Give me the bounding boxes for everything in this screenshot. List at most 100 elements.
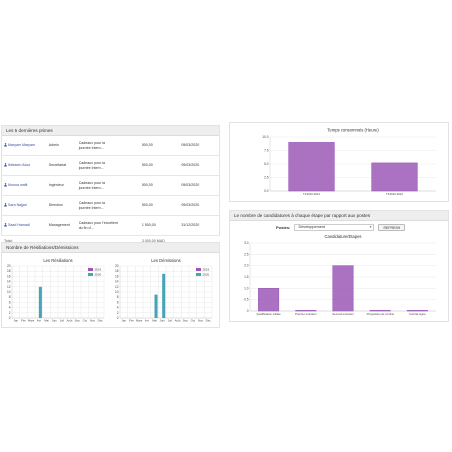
x-tick-label: Avr — [145, 319, 149, 323]
description-line: journée intern... — [78, 185, 104, 190]
user-icon — [4, 163, 7, 167]
chart-title: Les Résiliations — [43, 258, 72, 263]
y-tick-label: 2.0 — [244, 264, 249, 268]
bar — [295, 310, 317, 312]
y-tick-label: 8 — [9, 295, 11, 299]
x-tick-label: Contrat signé — [409, 312, 426, 316]
description-line: Cadeaux pour l'excellent — [78, 221, 118, 226]
chevron-down-icon: ▾ — [369, 225, 372, 229]
y-tick-label: 0.0 — [264, 189, 269, 193]
x-tick-label: Déc — [206, 319, 212, 323]
prime-employee-cell[interactable]: Saad Hamadi — [2, 215, 47, 236]
x-tick-label: Sep — [183, 319, 188, 323]
x-tick-label: Avr — [37, 319, 41, 323]
y-tick-label: 4 — [117, 306, 119, 310]
prime-description: Cadeaux pour la journée intern... — [76, 175, 140, 196]
employee-link[interactable]: Saad Hamadi — [4, 223, 30, 227]
employee-link[interactable]: Maryam Maryam — [4, 143, 35, 147]
y-tick-label: 0 — [247, 309, 249, 313]
prime-description: Cadeaux pour l'excellent du fin d'... — [76, 215, 140, 236]
prime-date: 09/03/2020 — [179, 175, 219, 196]
prime-employee-cell[interactable]: Mouna wafit — [2, 175, 47, 196]
employee-name: Saad Hamadi — [8, 223, 30, 228]
employee-name: Ibtissem Aloui — [8, 163, 31, 168]
bar — [258, 288, 280, 312]
prime-date: 31/12/2020 — [179, 215, 219, 236]
prime-date: 09/03/2020 — [179, 136, 219, 156]
x-tick-label: TK1910-0012 — [386, 192, 403, 196]
prime-amount: 500,00 — [139, 175, 180, 196]
x-tick-label: Mai — [152, 319, 157, 323]
legend-swatch — [88, 273, 93, 276]
chart-title: Candidature/Etapes — [324, 234, 361, 239]
legend-swatch — [88, 268, 93, 271]
y-tick-label: 8 — [117, 295, 119, 299]
y-tick-label: 3.0 — [244, 241, 249, 245]
candidates-panel-title: Le nombre de candidatures à chaque étape… — [230, 211, 448, 221]
x-tick-label: Août — [67, 319, 73, 323]
table-row: Sara Najjari Direction Cadeaux pour la jour… — [2, 195, 219, 216]
x-tick-label: Mars — [136, 319, 143, 323]
prime-role: Ingénieur — [46, 175, 77, 196]
x-tick-label: Juil — [60, 319, 65, 323]
x-tick-label: Oct — [83, 319, 88, 323]
description-line: journée intern... — [78, 205, 104, 210]
x-tick-label: Jan — [14, 319, 19, 323]
prime-employee-cell[interactable]: Maryam Maryam — [2, 136, 47, 156]
y-tick-label: 20 — [115, 264, 119, 268]
y-tick-label: 0.5 — [244, 298, 249, 302]
y-tick-label: 16 — [115, 274, 119, 278]
x-tick-label: Fév — [129, 319, 134, 323]
x-tick-label: Mai — [44, 319, 49, 323]
prime-employee-cell[interactable]: Ibtissem Aloui — [2, 155, 47, 176]
employee-link[interactable]: Ibtissem Aloui — [4, 163, 30, 167]
user-icon — [4, 183, 7, 187]
prime-employee-cell[interactable]: Sara Najjari — [2, 195, 47, 216]
bar — [371, 162, 418, 192]
x-tick-label: Nov — [198, 319, 204, 323]
time-chart: Temps consommés (Heure) 0.0 2.5 5.0 7.5 10.0 T… — [262, 128, 436, 196]
x-tick-label: Juin — [52, 319, 58, 323]
y-tick-label: 12 — [115, 285, 119, 289]
x-tick-label: Oct — [191, 319, 196, 323]
primes-panel-title: Les 5 dernières primes — [2, 126, 219, 136]
y-tick-label: 18 — [115, 269, 119, 273]
y-tick-label: 6 — [9, 300, 11, 304]
bar — [369, 310, 391, 312]
x-tick-label: Mars — [28, 319, 35, 323]
legend-swatch — [196, 268, 201, 271]
total-row: Total: 3 000,00 MAD — [2, 236, 219, 248]
time-panel: Temps consommés (Heure) 0.0 2.5 5.0 7.5 10.0 T… — [229, 122, 449, 202]
y-tick-label: 18 — [7, 269, 11, 273]
user-icon — [4, 223, 7, 227]
bar — [162, 273, 166, 318]
y-tick-label: 10.0 — [262, 135, 268, 139]
legend-swatch — [196, 273, 201, 276]
prime-role: Direction — [46, 195, 77, 216]
refresh-button[interactable]: REFRESH — [378, 224, 406, 231]
employee-link[interactable]: Sara Najjari — [4, 203, 27, 207]
prime-description: Cadeaux pour la journée intern... — [76, 136, 140, 156]
y-tick-label: 2 — [117, 311, 119, 315]
postes-select[interactable]: Développement ▾ — [294, 224, 375, 231]
postes-filter-row: Postes: Développement ▾ REFRESH — [276, 224, 406, 231]
prime-amount: 500,00 — [139, 195, 180, 216]
bar — [38, 286, 42, 318]
y-tick-label: 2.5 — [264, 176, 269, 180]
prime-role: Secrétariat — [46, 155, 77, 176]
bar — [406, 310, 428, 312]
employee-name: Maryam Maryam — [8, 143, 35, 148]
y-tick-label: 14 — [7, 280, 11, 284]
x-tick-label: Août — [175, 319, 181, 323]
x-tick-label: Premier entretien — [295, 312, 317, 316]
chart-title: Les Démissions — [151, 258, 181, 263]
chart-title: Temps consommés (Heure) — [327, 128, 379, 133]
y-tick-label: 6 — [117, 300, 119, 304]
employee-link[interactable]: Mouna wafit — [4, 183, 27, 187]
y-tick-label: 1.0 — [244, 286, 249, 290]
table-row: Ibtissem Aloui Secrétariat Cadeaux pour la… — [2, 155, 219, 176]
x-tick-label: Proposition de contrat — [367, 312, 394, 316]
total-label: Total: — [2, 236, 47, 248]
